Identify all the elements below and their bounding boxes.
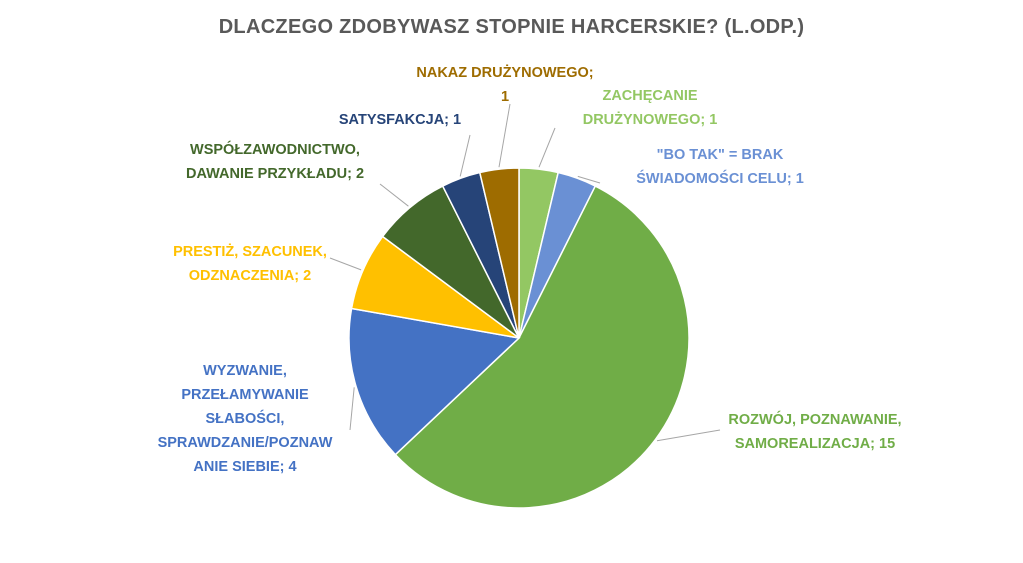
data-label-bo-tak: "BO TAK" = BRAK ŚWIADOMOŚCI CELU; 1	[636, 147, 804, 187]
data-label-wyzwanie: WYZWANIE, PRZEŁAMYWANIE SŁABOŚCI, SPRAWD…	[157, 363, 333, 475]
leader-line-prestiz	[329, 257, 362, 271]
data-label-satysfakcja: SATYSFAKCJA; 1	[338, 112, 462, 128]
leader-line-nakaz	[498, 103, 511, 168]
data-label-prestiz: PRESTIŻ, SZACUNEK, ODZNACZENIA; 2	[173, 244, 327, 284]
leader-line-bo-tak	[577, 175, 601, 184]
data-label-rozwoj: ROZWÓJ, POZNAWANIE, SAMOREALIZACJA; 15	[728, 412, 902, 452]
data-label-nakaz: NAKAZ DRUŻYNOWEGO; 1	[416, 65, 594, 105]
pie-slice-wyzwanie	[348, 307, 521, 456]
pie-slice-nakaz	[478, 167, 520, 339]
leader-line-zachecanie	[538, 127, 556, 168]
leader-lines	[329, 103, 721, 442]
leader-line-satysfakcja	[459, 134, 471, 177]
pie-slices	[348, 167, 690, 509]
data-label-wspolzawodnictwo: WSPÓŁZAWODNICTWO, DAWANIE PRZYKŁADU; 2	[185, 142, 365, 182]
chart-title: DLACZEGO ZDOBYWASZ STOPNIE HARCERSKIE? (…	[218, 16, 805, 38]
pie-slice-rozwoj	[394, 185, 690, 509]
data-label-zachecanie: ZACHĘCANIE DRUŻYNOWEGO; 1	[582, 88, 718, 128]
leader-line-wspolzawodnictwo	[379, 183, 409, 207]
leader-line-wyzwanie	[349, 387, 355, 431]
leader-line-rozwoj	[656, 429, 721, 442]
